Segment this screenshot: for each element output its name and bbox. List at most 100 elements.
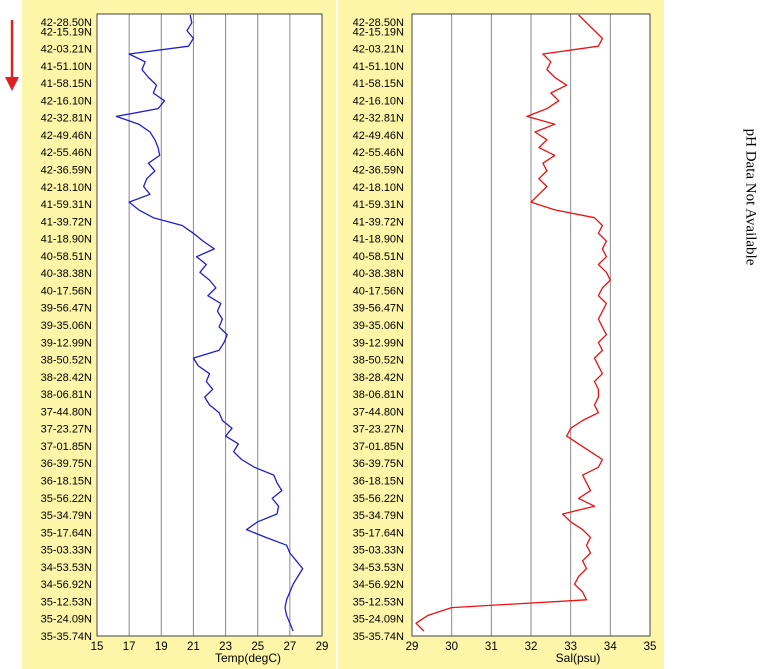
temperature-x-tick-label: 27 [283, 641, 296, 653]
temperature-y-tick-label: 42-18.10N [41, 182, 92, 194]
salinity-y-tick-label: 38-06.81N [353, 389, 404, 401]
salinity-y-tick-label: 39-56.47N [353, 303, 404, 315]
salinity-y-tick-label: 42-16.10N [353, 95, 404, 107]
temperature-y-tick-label: 42-55.46N [41, 147, 92, 159]
salinity-x-tick-label: 35 [644, 641, 657, 653]
temperature-y-tick-label: 42-49.46N [41, 130, 92, 142]
temperature-series-line [115, 14, 304, 632]
salinity-y-tick-label: 40-38.38N [353, 268, 404, 280]
temperature-y-tick-label: 42-03.21N [41, 44, 92, 56]
temperature-y-tick-label: 40-17.56N [41, 285, 92, 297]
salinity-y-tick-label: 42-32.81N [353, 113, 404, 125]
temperature-y-tick-label: 37-23.27N [41, 424, 92, 436]
salinity-x-tick-label: 31 [485, 641, 498, 653]
salinity-y-tick-label: 42-55.46N [353, 147, 404, 159]
salinity-y-tick-label: 34-53.53N [353, 562, 404, 574]
temperature-plot-border [96, 13, 323, 637]
salinity-series-line [415, 14, 611, 632]
salinity-y-tick-label: 42-15.19N [353, 26, 404, 38]
temperature-y-tick-label: 39-12.99N [41, 337, 92, 349]
temperature-y-tick-label: 41-51.10N [41, 61, 92, 73]
salinity-y-tick-label: 42-49.46N [353, 130, 404, 142]
salinity-y-tick-label: 42-28.50N [353, 17, 404, 29]
temperature-y-tick-label: 42-15.19N [41, 26, 92, 38]
salinity-x-tick-label: 33 [564, 641, 577, 653]
salinity-x-tick-label: 30 [445, 641, 458, 653]
temperature-y-tick-label: 36-18.15N [41, 476, 92, 488]
temperature-y-tick-label: 42-16.10N [41, 95, 92, 107]
salinity-y-tick-label: 41-18.90N [353, 234, 404, 246]
salinity-x-tick-label: 29 [406, 641, 419, 653]
salinity-y-tick-label: 40-17.56N [353, 285, 404, 297]
temperature-y-tick-label: 38-50.52N [41, 355, 92, 367]
temperature-plot-area [97, 14, 322, 636]
ph-not-available-note: pH Data Not Available [730, 82, 770, 312]
salinity-y-tick-label: 35-17.64N [353, 527, 404, 539]
salinity-y-tick-label: 41-51.10N [353, 61, 404, 73]
temperature-y-tick-label: 41-39.72N [41, 216, 92, 228]
temperature-y-tick-label: 38-06.81N [41, 389, 92, 401]
temperature-y-tick-label: 35-56.22N [41, 493, 92, 505]
temperature-y-tick-label: 34-53.53N [41, 562, 92, 574]
salinity-y-tick-label: 38-50.52N [353, 355, 404, 367]
temperature-y-tick-label: 36-39.75N [41, 458, 92, 470]
temperature-y-tick-label: 35-24.09N [41, 614, 92, 626]
salinity-y-tick-label: 36-18.15N [353, 476, 404, 488]
temperature-y-tick-label: 37-01.85N [41, 441, 92, 453]
salinity-y-tick-label: 35-03.33N [353, 545, 404, 557]
salinity-plot-border [411, 13, 651, 637]
temperature-y-tick-label: 41-59.31N [41, 199, 92, 211]
salinity-y-tick-label: 34-56.92N [353, 579, 404, 591]
temperature-y-tick-label: 35-34.79N [41, 510, 92, 522]
temperature-y-tick-label: 40-58.51N [41, 251, 92, 263]
salinity-y-tick-label: 39-35.06N [353, 320, 404, 332]
salinity-y-tick-label: 41-59.31N [353, 199, 404, 211]
temperature-y-tick-label: 35-12.53N [41, 596, 92, 608]
salinity-y-tick-label: 35-35.74N [353, 631, 404, 643]
temperature-y-tick-label: 42-32.81N [41, 113, 92, 125]
salinity-y-tick-label: 42-36.59N [353, 165, 404, 177]
temperature-y-tick-label: 40-38.38N [41, 268, 92, 280]
salinity-y-tick-label: 37-23.27N [353, 424, 404, 436]
ph-note-text: pH Data Not Available [742, 128, 759, 266]
temperature-y-tick-label: 41-58.15N [41, 78, 92, 90]
temperature-y-tick-label: 35-17.64N [41, 527, 92, 539]
temperature-y-tick-label: 37-44.80N [41, 406, 92, 418]
salinity-y-tick-label: 35-12.53N [353, 596, 404, 608]
temperature-x-tick-label: 17 [123, 641, 136, 653]
salinity-y-tick-label: 42-03.21N [353, 44, 404, 56]
temperature-x-tick-label: 19 [155, 641, 168, 653]
salinity-y-tick-label: 35-56.22N [353, 493, 404, 505]
salinity-x-tick-label: 32 [525, 641, 538, 653]
salinity-y-tick-label: 41-39.72N [353, 216, 404, 228]
salinity-y-tick-label: 37-01.85N [353, 441, 404, 453]
temperature-y-tick-label: 39-35.06N [41, 320, 92, 332]
temperature-y-tick-label: 42-28.50N [41, 17, 92, 29]
salinity-y-tick-label: 35-24.09N [353, 614, 404, 626]
temperature-y-tick-label: 35-03.33N [41, 545, 92, 557]
temperature-x-tick-label: 23 [219, 641, 232, 653]
temperature-y-tick-label: 35-35.74N [41, 631, 92, 643]
salinity-y-tick-label: 40-58.51N [353, 251, 404, 263]
temperature-x-tick-label: 15 [91, 641, 104, 653]
salinity-y-tick-label: 38-28.42N [353, 372, 404, 384]
salinity-y-tick-label: 41-58.15N [353, 78, 404, 90]
temperature-y-tick-label: 41-18.90N [41, 234, 92, 246]
temperature-x-tick-label: 21 [187, 641, 200, 653]
temperature-y-tick-label: 38-28.42N [41, 372, 92, 384]
salinity-y-tick-label: 36-39.75N [353, 458, 404, 470]
temperature-y-tick-label: 42-36.59N [41, 165, 92, 177]
salinity-y-tick-label: 37-44.80N [353, 406, 404, 418]
temperature-y-tick-label: 34-56.92N [41, 579, 92, 591]
down-arrow-icon [5, 20, 19, 91]
salinity-y-tick-label: 35-34.79N [353, 510, 404, 522]
salinity-axis-label: Sal(psu) [556, 651, 601, 665]
salinity-x-tick-label: 34 [604, 641, 617, 653]
salinity-y-tick-label: 42-18.10N [353, 182, 404, 194]
salinity-y-tick-label: 39-12.99N [353, 337, 404, 349]
temperature-axis-label: Temp(degC) [215, 651, 281, 665]
temperature-x-tick-label: 25 [251, 641, 264, 653]
